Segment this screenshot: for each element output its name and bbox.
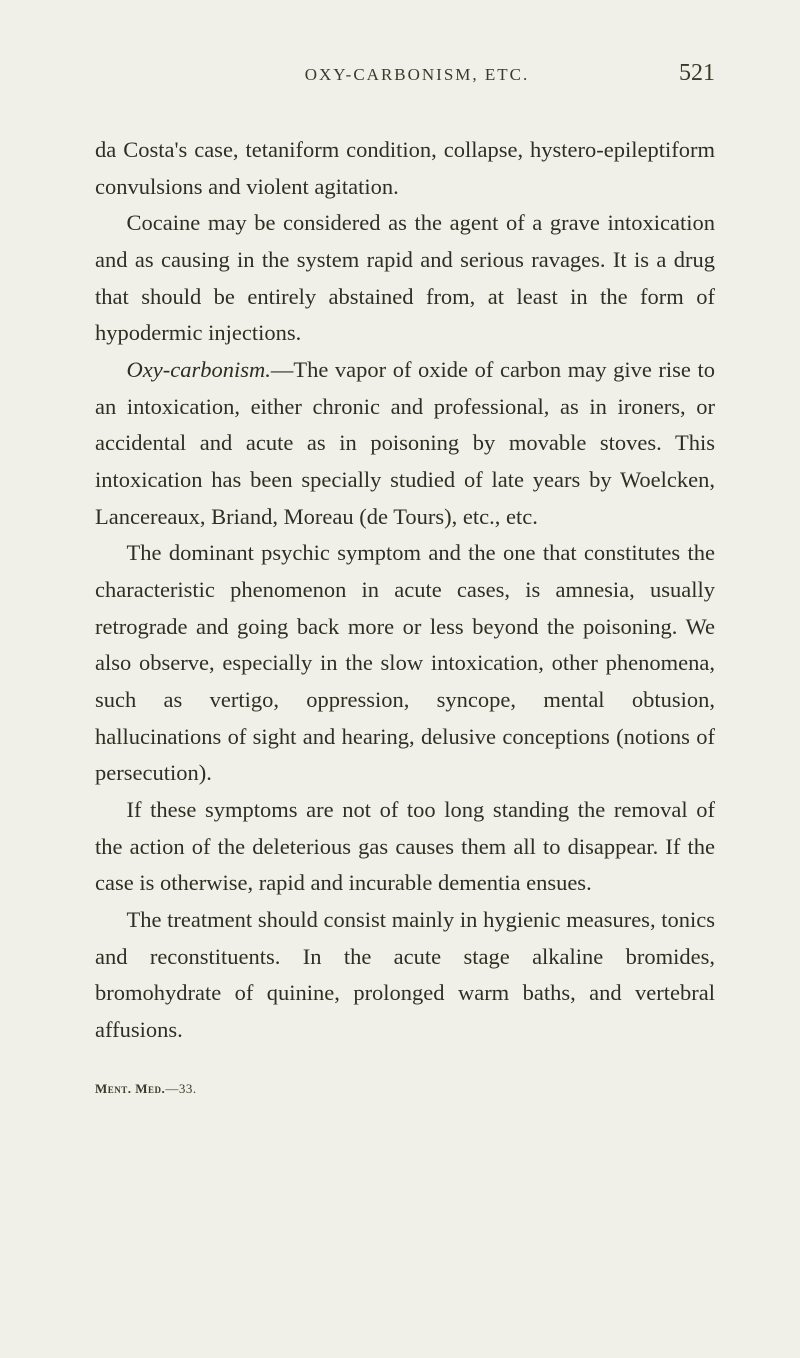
footer-signature: Ment. Med.—33. <box>95 1081 715 1097</box>
paragraph-5: If these symptoms are not of too long st… <box>95 792 715 902</box>
body-text: da Costa's case, tetaniform condition, c… <box>95 132 715 1049</box>
paragraph-6: The treatment should consist mainly in h… <box>95 902 715 1049</box>
paragraph-1: da Costa's case, tetaniform condition, c… <box>95 132 715 205</box>
running-head: OXY-CARBONISM, ETC. <box>155 65 679 85</box>
paragraph-2: Cocaine may be considered as the agent o… <box>95 205 715 352</box>
paragraph-3-body: —The vapor of oxide of carbon may give r… <box>95 357 715 529</box>
term-oxy-carbonism: Oxy-carbonism. <box>127 357 271 382</box>
paragraph-4: The dominant psychic symptom and the one… <box>95 535 715 792</box>
page-number: 521 <box>679 60 715 87</box>
footer-suffix: —33. <box>165 1081 196 1096</box>
footer-prefix: Ment. Med. <box>95 1081 165 1096</box>
page-header: OXY-CARBONISM, ETC. 521 <box>95 60 715 87</box>
paragraph-3: Oxy-carbonism.—The vapor of oxide of car… <box>95 352 715 535</box>
